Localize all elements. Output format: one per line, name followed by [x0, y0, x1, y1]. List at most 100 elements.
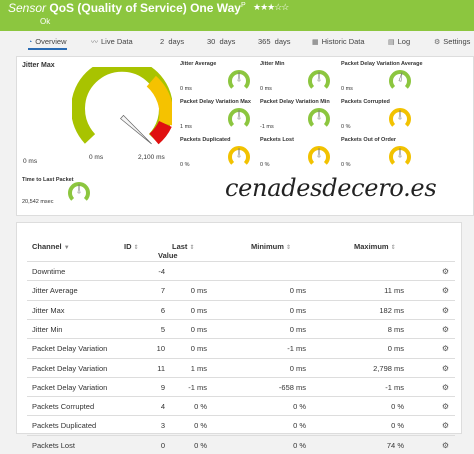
minimum-cell: 0 ms	[289, 305, 306, 315]
channel-settings-icon[interactable]: ⚙	[441, 267, 449, 276]
priority-stars[interactable]: ★★★☆☆	[253, 2, 289, 12]
primary-gauge-max: 2,100 ms	[138, 154, 165, 161]
last-value-cell: 1 ms	[190, 363, 207, 373]
tab-2-days[interactable]: 2 days	[160, 34, 184, 50]
sort-icon: ⇕	[133, 245, 139, 251]
maximum-cell: -1 ms	[385, 382, 404, 392]
table-row[interactable]: Packet Delay Variation ... 10 0 ms -1 ms 0 m…	[27, 338, 455, 357]
channel-cell: Downtime	[32, 267, 66, 276]
col-header-maximum[interactable]: Maximum ⇕	[354, 242, 396, 251]
table-row[interactable]: Packets Lost 0 0 % 0 % 74 % ⚙	[27, 434, 455, 454]
tab-label: Live Data	[101, 37, 133, 46]
last-value-cell: 0 ms	[190, 286, 207, 296]
small-gauge[interactable]	[226, 107, 252, 129]
small-gauge-title: Packets Corrupted	[341, 99, 390, 105]
tab-settings[interactable]: ⚙ Settings	[434, 34, 470, 50]
gauge-needle	[237, 109, 241, 120]
small-gauge-value: 0 %	[260, 162, 270, 168]
tab-bar: ◔ Overview 〰 Live Data 2 days 30 days 365 …	[14, 34, 474, 50]
small-gauge-value: 0 ms	[341, 86, 353, 92]
tab-label: Settings	[443, 37, 471, 46]
id-cell: 3	[160, 421, 165, 431]
channel-settings-icon[interactable]: ⚙	[441, 324, 449, 334]
table-row[interactable]: Packets Corrupted 4 0 % 0 % 0 % ⚙	[27, 396, 455, 415]
last-value-cell: 0 %	[194, 440, 207, 450]
gauge-needle	[398, 109, 402, 120]
minimum-cell: -1 ms	[287, 344, 306, 354]
sort-icon: ⇕	[189, 245, 195, 251]
channel-cell: Jitter Min	[32, 324, 63, 334]
id-cell: 4	[160, 402, 165, 412]
primary-gauge-min: 0 ms	[23, 158, 38, 165]
table-row[interactable]: Packet Delay Variation ... 9 -1 ms -658 ms -…	[27, 376, 455, 396]
channel-cell: Packet Delay Variation ...	[32, 363, 108, 373]
log-icon: ▤	[388, 39, 395, 46]
channel-cell: Jitter Average	[32, 286, 78, 296]
small-gauge[interactable]	[306, 107, 332, 129]
tab-label: Overview	[35, 37, 67, 46]
channel-settings-icon[interactable]: ⚙	[441, 363, 449, 373]
channel-settings-icon[interactable]: ⚙	[441, 440, 449, 450]
sensor-name: QoS (Quality of Service) One Way	[49, 1, 241, 15]
last-value-cell: 0 ms	[190, 305, 207, 315]
tab-365-days[interactable]: 365 days	[258, 34, 291, 50]
small-gauge-title: Jitter Average	[180, 61, 217, 67]
gauge-needle	[398, 72, 403, 82]
maximum-cell: 74 %	[386, 440, 404, 450]
maximum-cell: 2,798 ms	[373, 363, 404, 373]
table-row[interactable]: Packet Delay Variation ... 11 1 ms 0 ms 2,79…	[27, 357, 455, 377]
maximum-cell: 11 ms	[384, 286, 404, 296]
small-gauge-value: 0 %	[180, 162, 190, 168]
col-header-id[interactable]: ID ⇕	[124, 242, 139, 251]
channel-settings-icon[interactable]: ⚙	[441, 421, 449, 431]
gear-icon: ⚙	[434, 39, 441, 46]
minimum-cell: 0 ms	[289, 363, 306, 373]
tab-label: 2 days	[160, 37, 185, 46]
id-cell: 6	[160, 305, 165, 315]
small-gauge-title: Packets Out of Order	[341, 137, 397, 143]
sensor-header: Sensor QoS (Quality of Service) One WayP…	[0, 0, 474, 31]
channel-settings-icon[interactable]: ⚙	[441, 382, 449, 392]
small-gauge-title: Packet Delay Variation Min	[260, 99, 330, 105]
tab-log[interactable]: ▤ Log	[388, 34, 410, 50]
small-gauge-value: 0 ms	[260, 86, 272, 92]
tab-overview[interactable]: ◔ Overview	[28, 34, 67, 50]
small-gauge[interactable]	[226, 69, 252, 91]
table-row[interactable]: Downtime -4 ⚙	[27, 261, 455, 280]
tab-30-days[interactable]: 30 days	[207, 34, 235, 50]
gauge-arc	[389, 70, 411, 89]
small-gauge[interactable]	[306, 145, 332, 167]
channel-cell: Jitter Max	[32, 305, 65, 315]
sensor-label: Sensor	[8, 1, 47, 15]
table-row[interactable]: Jitter Average 7 0 ms 0 ms 11 ms ⚙	[27, 280, 455, 299]
ttlp-gauge-title: Time to Last Packet	[22, 177, 74, 183]
last-value-cell: -1 ms	[188, 382, 207, 392]
small-gauge[interactable]	[387, 145, 413, 167]
channel-settings-icon[interactable]: ⚙	[441, 344, 449, 354]
col-header-channel[interactable]: Channel ▼	[32, 242, 70, 251]
table-row[interactable]: Packets Duplicated 3 0 % 0 % 0 % ⚙	[27, 415, 455, 434]
table-row[interactable]: Jitter Max 6 0 ms 0 ms 182 ms ⚙	[27, 299, 455, 319]
tab-historic-data[interactable]: ▦ Historic Data	[312, 34, 365, 50]
watermark-text: cenadesdecero.es	[225, 174, 437, 202]
maximum-cell: 0 ms	[387, 344, 404, 354]
minimum-cell: 0 %	[293, 421, 306, 431]
channel-settings-icon[interactable]: ⚙	[441, 286, 449, 296]
small-gauge[interactable]	[226, 145, 252, 167]
small-gauge-value: 0 %	[341, 124, 351, 130]
ttlp-gauge[interactable]	[66, 181, 92, 203]
col-header-minimum[interactable]: Minimum ⇕	[251, 242, 292, 251]
small-gauge[interactable]	[387, 107, 413, 129]
table-row[interactable]: Jitter Min 5 0 ms 0 ms 8 ms ⚙	[27, 318, 455, 338]
small-gauge[interactable]	[306, 69, 332, 91]
gauge-needle	[317, 71, 321, 82]
primary-gauge[interactable]	[72, 67, 172, 159]
channel-settings-icon[interactable]: ⚙	[441, 402, 449, 412]
col-header-last[interactable]: Last ⇕	[172, 242, 195, 251]
last-value-cell: 0 %	[194, 402, 207, 412]
channel-settings-icon[interactable]: ⚙	[441, 305, 449, 315]
tab-live-data[interactable]: 〰 Live Data	[91, 34, 133, 50]
tab-label: 365 days	[258, 37, 291, 46]
small-gauge[interactable]	[387, 69, 413, 91]
pulse-icon: 〰	[91, 39, 98, 46]
